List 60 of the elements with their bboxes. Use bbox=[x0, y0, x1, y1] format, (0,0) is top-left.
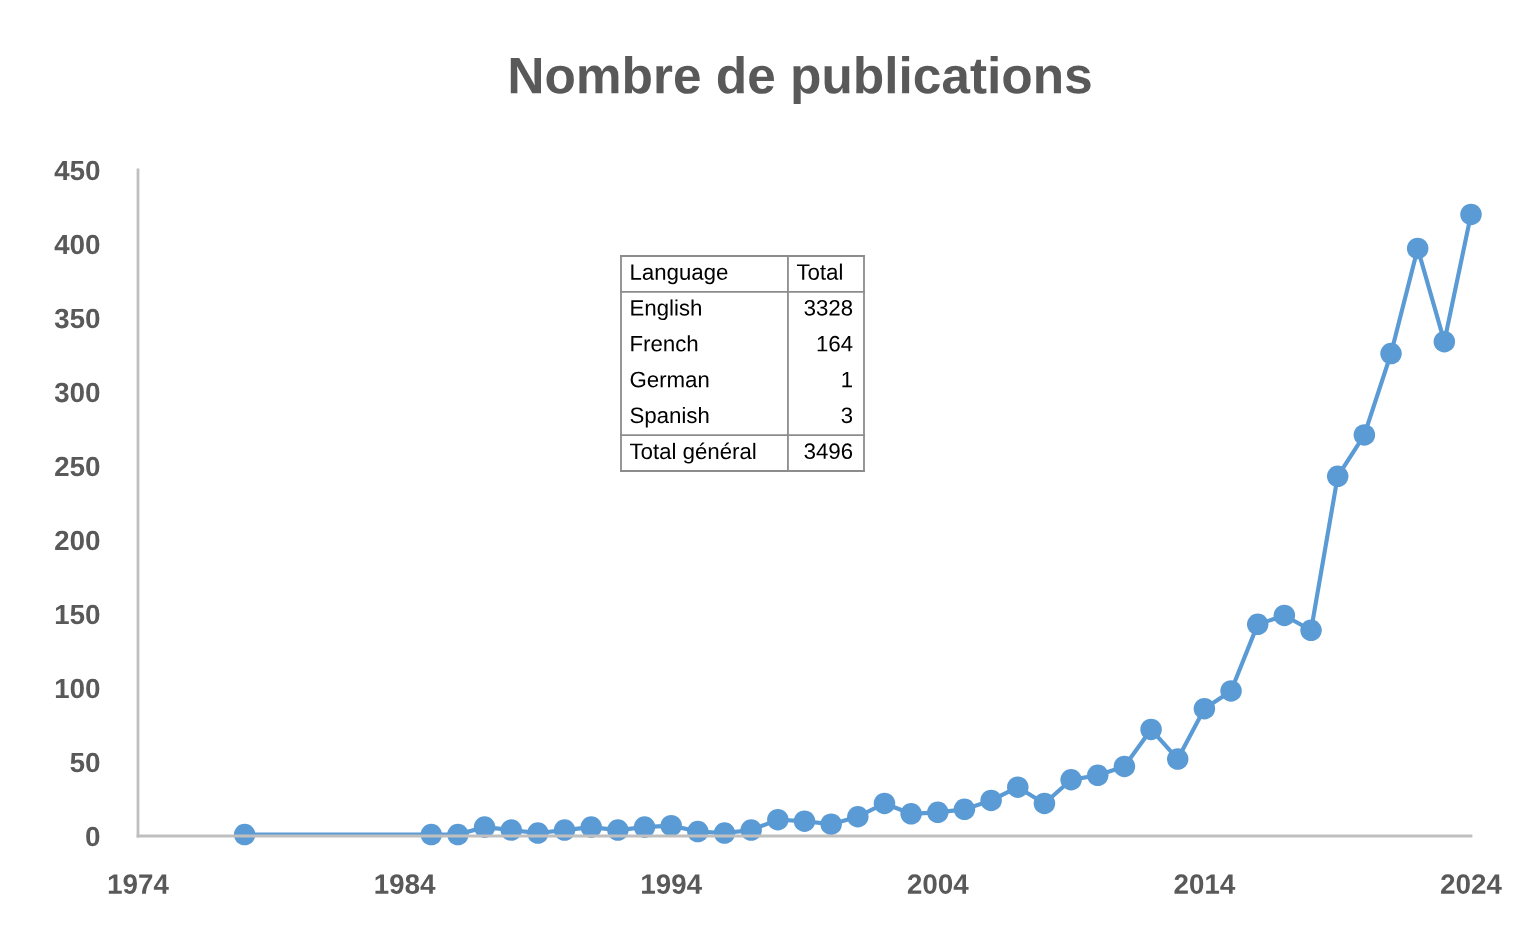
category-label: English bbox=[631, 299, 701, 321]
y-tick-label: 0 bbox=[86, 826, 100, 847]
y-tick-label: 200 bbox=[55, 530, 100, 551]
y-tick-label: 450 bbox=[54, 160, 100, 181]
point bbox=[793, 810, 816, 832]
chart-title: Nombre de publications bbox=[510, 56, 1091, 104]
x-tick-label: 1984 bbox=[375, 874, 436, 894]
category-label: Spanish bbox=[630, 406, 709, 428]
category-label: German bbox=[630, 371, 709, 388]
point bbox=[473, 816, 496, 838]
point bbox=[1166, 748, 1189, 770]
point bbox=[1433, 330, 1456, 353]
point bbox=[1353, 424, 1376, 446]
data-label: 164 bbox=[817, 335, 853, 352]
point bbox=[1246, 613, 1269, 636]
point bbox=[847, 806, 869, 828]
x-tick-label: 1994 bbox=[642, 874, 702, 894]
y-tick-label: 250 bbox=[55, 456, 100, 477]
point bbox=[1326, 465, 1349, 488]
point bbox=[580, 816, 602, 838]
y-tick-label: 350 bbox=[54, 308, 100, 329]
point bbox=[767, 808, 789, 831]
y-tick-label: 150 bbox=[55, 604, 100, 625]
point bbox=[980, 789, 1002, 812]
point bbox=[1220, 680, 1242, 702]
data-label: 1 bbox=[842, 371, 852, 388]
point bbox=[1193, 697, 1216, 720]
point bbox=[873, 792, 896, 815]
point bbox=[1087, 764, 1109, 787]
data-label: 3328 bbox=[804, 299, 853, 316]
point bbox=[660, 814, 682, 837]
point bbox=[1140, 718, 1162, 741]
x-tick-label: 2004 bbox=[907, 874, 969, 894]
point bbox=[1007, 776, 1029, 798]
point bbox=[633, 816, 656, 838]
point bbox=[1300, 619, 1322, 642]
point bbox=[820, 813, 842, 835]
y-tick-label: 100 bbox=[55, 678, 100, 699]
point bbox=[1060, 769, 1082, 791]
point bbox=[1273, 604, 1296, 627]
text: Total bbox=[796, 263, 842, 280]
x-tick-label: 2024 bbox=[1441, 874, 1502, 894]
data-label: 3496 bbox=[804, 443, 853, 460]
point bbox=[900, 803, 922, 825]
y-tick-label: 400 bbox=[54, 234, 100, 255]
y-tick-label: 300 bbox=[54, 382, 100, 403]
point bbox=[1380, 342, 1402, 365]
category-label: Total général bbox=[630, 442, 756, 464]
data-label: 3 bbox=[841, 407, 853, 424]
text: Language bbox=[631, 264, 728, 285]
point bbox=[1033, 792, 1056, 815]
point bbox=[1406, 237, 1429, 260]
point bbox=[1113, 755, 1136, 778]
point bbox=[1460, 203, 1482, 226]
point bbox=[953, 798, 976, 821]
x-tick-label: 2014 bbox=[1174, 874, 1236, 894]
x-tick-label: 1974 bbox=[108, 874, 169, 894]
point bbox=[927, 801, 949, 824]
y-tick-label: 50 bbox=[70, 752, 100, 773]
category-label: French bbox=[631, 335, 698, 352]
